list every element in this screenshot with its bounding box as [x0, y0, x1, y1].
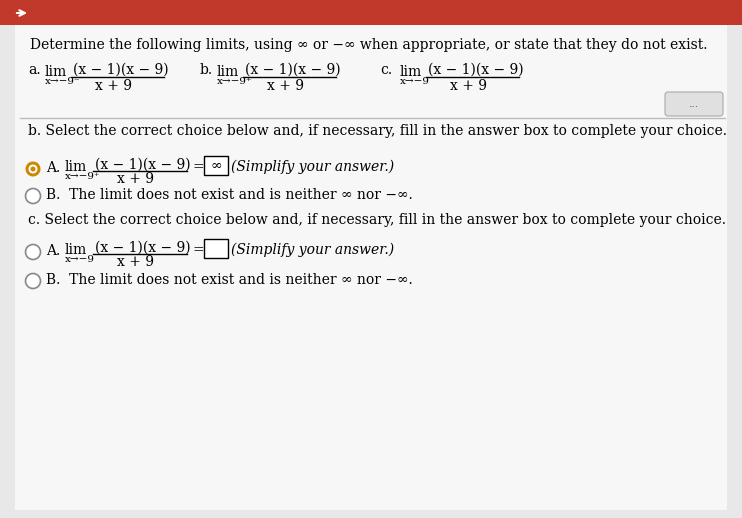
Text: x→−9⁺: x→−9⁺ — [65, 172, 100, 181]
Text: x + 9: x + 9 — [117, 172, 154, 186]
Text: (Simplify your answer.): (Simplify your answer.) — [231, 243, 394, 257]
Text: lim: lim — [65, 243, 88, 257]
Text: =: = — [193, 160, 205, 174]
Text: lim: lim — [65, 160, 88, 174]
Circle shape — [28, 165, 38, 174]
Text: b.: b. — [200, 63, 213, 77]
Text: B.  The limit does not exist and is neither ∞ nor −∞.: B. The limit does not exist and is neith… — [46, 273, 413, 287]
Text: (x − 1)(x − 9): (x − 1)(x − 9) — [95, 241, 191, 255]
Text: a.: a. — [28, 63, 41, 77]
Text: (x − 1)(x − 9): (x − 1)(x − 9) — [245, 63, 341, 77]
Text: c. Select the correct choice below and, if necessary, fill in the answer box to : c. Select the correct choice below and, … — [28, 213, 726, 227]
Text: ∞: ∞ — [210, 159, 222, 173]
Text: x→−9: x→−9 — [65, 255, 95, 264]
FancyBboxPatch shape — [204, 156, 228, 175]
Circle shape — [25, 162, 41, 177]
FancyBboxPatch shape — [204, 239, 228, 258]
Text: ...: ... — [689, 99, 699, 109]
Text: x→−9: x→−9 — [400, 77, 430, 86]
Circle shape — [30, 166, 36, 171]
Text: (x − 1)(x − 9): (x − 1)(x − 9) — [95, 158, 191, 172]
Text: lim: lim — [45, 65, 68, 79]
Text: c.: c. — [380, 63, 392, 77]
Text: A.: A. — [46, 244, 60, 258]
Text: B.  The limit does not exist and is neither ∞ nor −∞.: B. The limit does not exist and is neith… — [46, 188, 413, 202]
Text: =: = — [193, 243, 205, 257]
FancyBboxPatch shape — [665, 92, 723, 116]
Circle shape — [25, 244, 41, 260]
Text: A.: A. — [46, 161, 60, 175]
FancyBboxPatch shape — [15, 12, 727, 510]
Text: lim: lim — [400, 65, 422, 79]
Text: (Simplify your answer.): (Simplify your answer.) — [231, 160, 394, 175]
Text: x→−9⁻: x→−9⁻ — [45, 77, 80, 86]
Text: x→−9⁺: x→−9⁺ — [217, 77, 252, 86]
Text: x + 9: x + 9 — [117, 255, 154, 269]
Circle shape — [25, 274, 41, 289]
Text: (x − 1)(x − 9): (x − 1)(x − 9) — [73, 63, 168, 77]
Text: b. Select the correct choice below and, if necessary, fill in the answer box to : b. Select the correct choice below and, … — [28, 124, 727, 138]
Text: (x − 1)(x − 9): (x − 1)(x − 9) — [428, 63, 524, 77]
Text: x + 9: x + 9 — [95, 79, 132, 93]
Text: x + 9: x + 9 — [450, 79, 487, 93]
Circle shape — [25, 189, 41, 204]
Text: Determine the following limits, using ∞ or −∞ when appropriate, or state that th: Determine the following limits, using ∞ … — [30, 38, 708, 52]
Text: x + 9: x + 9 — [267, 79, 304, 93]
Text: lim: lim — [217, 65, 239, 79]
FancyBboxPatch shape — [0, 0, 742, 25]
